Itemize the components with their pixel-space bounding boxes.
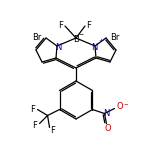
Text: F: F — [50, 126, 55, 135]
Text: N: N — [55, 43, 61, 52]
Text: N: N — [103, 109, 110, 118]
Text: F: F — [59, 21, 63, 29]
Text: −: − — [78, 31, 84, 36]
Text: N: N — [91, 43, 97, 52]
Text: F: F — [32, 121, 37, 130]
Text: O: O — [104, 124, 111, 133]
Text: O: O — [116, 102, 123, 111]
Text: F: F — [86, 21, 92, 29]
Text: B: B — [73, 36, 79, 45]
Text: Br: Br — [32, 33, 42, 41]
Text: +: + — [98, 38, 104, 43]
Text: −: − — [123, 101, 128, 106]
Text: Br: Br — [110, 33, 120, 41]
Text: F: F — [30, 105, 35, 114]
